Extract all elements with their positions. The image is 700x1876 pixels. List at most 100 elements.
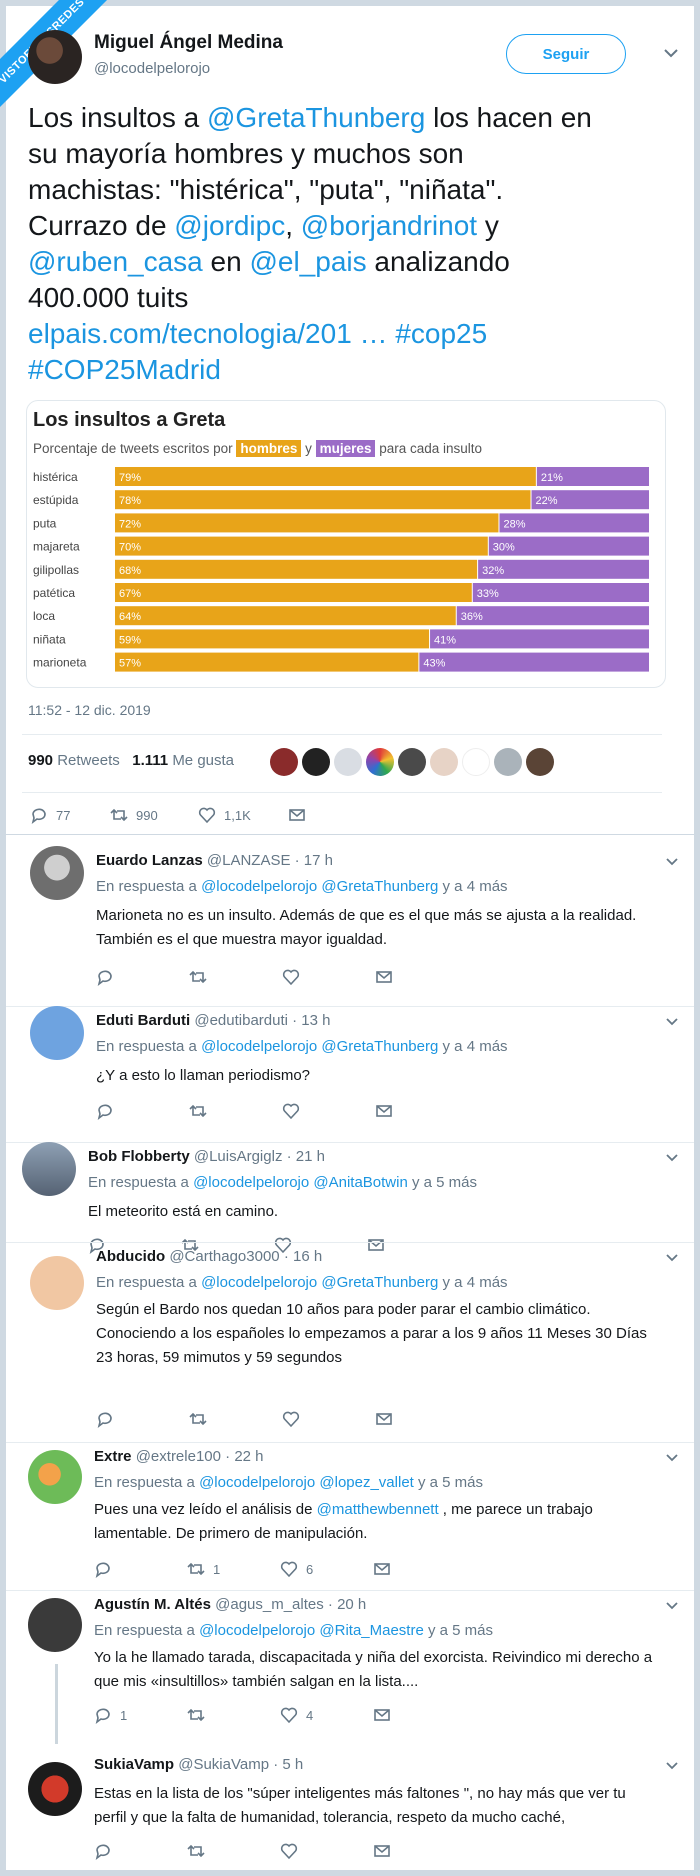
message-action[interactable]	[375, 968, 468, 986]
author-handle[interactable]: @Carthago3000	[169, 1248, 280, 1265]
author-name[interactable]: Eduti Barduti	[96, 1012, 191, 1029]
message-action[interactable]	[373, 1842, 466, 1860]
like-action[interactable]	[282, 1102, 375, 1120]
mention-link[interactable]: @matthewbennett	[316, 1501, 439, 1518]
tweet-link[interactable]: elpais.com/tecnologia/201 … #cop25	[28, 318, 488, 349]
liker-avatar[interactable]	[398, 748, 426, 776]
reply-tweet[interactable]: Agustín M. Altés @agus_m_altes · 20 h En …	[6, 1590, 694, 1736]
reply-more[interactable]: y a 5 más	[412, 1174, 478, 1191]
reply-action[interactable]	[88, 1236, 181, 1254]
retweet-action[interactable]: 1	[187, 1560, 280, 1578]
message-action[interactable]	[375, 1102, 468, 1120]
author-name[interactable]: Bob Flobberty	[88, 1148, 190, 1165]
reply-action[interactable]: 77	[30, 806, 110, 824]
avatar[interactable]	[22, 1142, 76, 1196]
tweet-link[interactable]: @ruben_casa	[28, 246, 203, 277]
retweet-action[interactable]: 990	[110, 806, 198, 824]
retweet-action[interactable]	[189, 1102, 282, 1120]
avatar[interactable]	[28, 30, 82, 84]
like-action[interactable]	[282, 1410, 375, 1428]
reply-tweet[interactable]: Eduti Barduti @edutibarduti · 13 h En res…	[6, 1006, 694, 1132]
retweet-count[interactable]: 990	[28, 752, 54, 769]
message-action[interactable]	[373, 1560, 466, 1578]
retweet-action[interactable]	[181, 1236, 274, 1254]
reply-more[interactable]: y a 4 más	[442, 878, 508, 895]
retweet-action[interactable]	[189, 1410, 282, 1428]
author-handle[interactable]: @LuisArgiglz	[193, 1148, 283, 1165]
reply-mentions[interactable]: @locodelpelorojo @Rita_Maestre	[199, 1622, 424, 1639]
like-action[interactable]	[282, 968, 375, 986]
author-handle[interactable]: @locodelpelorojo	[94, 60, 211, 77]
reply-action[interactable]	[94, 1842, 187, 1860]
like-count[interactable]: 1.111	[132, 752, 169, 769]
retweet-label[interactable]: Retweets	[57, 752, 120, 769]
liker-avatar[interactable]	[334, 748, 362, 776]
reply-tweet[interactable]: Extre @extrele100 · 22 h En respuesta a @…	[6, 1442, 694, 1590]
reply-more[interactable]: y a 5 más	[427, 1622, 494, 1639]
chart-card[interactable]: Los insultos a Greta Porcentaje de tweet…	[26, 400, 666, 688]
reply-time[interactable]: · 20 h	[327, 1596, 367, 1613]
retweet-action[interactable]	[189, 968, 282, 986]
reply-action[interactable]	[96, 1102, 189, 1120]
message-action[interactable]	[373, 1706, 466, 1724]
reply-mentions[interactable]: @locodelpelorojo @AnitaBotwin	[193, 1174, 408, 1191]
author-name[interactable]: Extre	[94, 1448, 132, 1465]
author-handle[interactable]: @SukiaVamp	[178, 1756, 270, 1773]
reply-more[interactable]: y a 4 más	[442, 1038, 508, 1055]
reply-more[interactable]: y a 4 más	[442, 1274, 508, 1291]
reply-more[interactable]: y a 5 más	[418, 1474, 484, 1491]
reply-time[interactable]: · 5 h	[273, 1756, 304, 1773]
tweet-link[interactable]: @borjandrinot	[300, 210, 478, 241]
retweet-action[interactable]	[187, 1842, 280, 1860]
liker-avatar[interactable]	[302, 748, 330, 776]
chevron-down-icon[interactable]	[664, 1150, 680, 1169]
like-label[interactable]: Me gusta	[172, 752, 235, 769]
chevron-down-icon[interactable]	[662, 44, 680, 62]
author-handle[interactable]: @LANZASE	[206, 852, 291, 869]
tweet-link[interactable]: #COP25Madrid	[28, 354, 221, 385]
avatar[interactable]	[28, 1762, 82, 1816]
liker-avatar[interactable]	[526, 748, 554, 776]
like-action[interactable]: 4	[280, 1706, 373, 1724]
liker-avatar[interactable]	[494, 748, 522, 776]
avatar[interactable]	[28, 1598, 82, 1652]
tweet-link[interactable]: @el_pais	[249, 246, 367, 277]
chevron-down-icon[interactable]	[664, 1014, 680, 1033]
reply-action[interactable]	[96, 968, 189, 986]
reply-tweet[interactable]: SukiaVamp @SukiaVamp · 5 h Estas en la li…	[6, 1750, 694, 1872]
retweet-action[interactable]	[187, 1706, 280, 1724]
tweet-timestamp[interactable]: 11:52 - 12 dic. 2019	[28, 702, 151, 718]
liker-avatar[interactable]	[430, 748, 458, 776]
reply-action[interactable]: 1	[94, 1706, 187, 1724]
author-handle[interactable]: @edutibarduti	[194, 1012, 288, 1029]
author-handle[interactable]: @extrele100	[135, 1448, 221, 1465]
author-name[interactable]: Miguel Ángel Medina	[94, 32, 283, 53]
tweet-link[interactable]: @GretaThunberg	[207, 102, 426, 133]
chevron-down-icon[interactable]	[664, 854, 680, 873]
reply-mentions[interactable]: @locodelpelorojo @lopez_vallet	[199, 1474, 414, 1491]
reply-time[interactable]: · 13 h	[292, 1012, 331, 1029]
author-name[interactable]: Agustín M. Altés	[94, 1596, 211, 1613]
tweet-link[interactable]: @jordipc	[174, 210, 286, 241]
author-name[interactable]: Euardo Lanzas	[96, 852, 203, 869]
reply-tweet[interactable]: Bob Flobberty @LuisArgiglz · 21 h En resp…	[6, 1142, 694, 1266]
like-action[interactable]: 1,1K	[198, 806, 288, 824]
avatar[interactable]	[28, 1450, 82, 1504]
reply-time[interactable]: · 16 h	[283, 1248, 323, 1265]
avatar[interactable]	[30, 846, 84, 900]
liker-avatar[interactable]	[270, 748, 298, 776]
author-name[interactable]: Abducido	[96, 1248, 166, 1265]
author-handle[interactable]: @agus_m_altes	[215, 1596, 324, 1613]
avatar[interactable]	[30, 1006, 84, 1060]
reply-mentions[interactable]: @locodelpelorojo @GretaThunberg	[201, 878, 439, 895]
liker-avatar[interactable]	[462, 748, 490, 776]
reply-mentions[interactable]: @locodelpelorojo @GretaThunberg	[201, 1038, 439, 1055]
like-action[interactable]: 6	[280, 1560, 373, 1578]
chevron-down-icon[interactable]	[664, 1598, 680, 1617]
reply-action[interactable]	[96, 1410, 189, 1428]
reply-action[interactable]	[94, 1560, 187, 1578]
reply-time[interactable]: · 17 h	[294, 852, 333, 869]
reply-mentions[interactable]: @locodelpelorojo @GretaThunberg	[201, 1274, 439, 1291]
avatar[interactable]	[30, 1256, 84, 1310]
reply-tweet[interactable]: Abducido @Carthago3000 · 16 h En respuest…	[6, 1242, 694, 1440]
